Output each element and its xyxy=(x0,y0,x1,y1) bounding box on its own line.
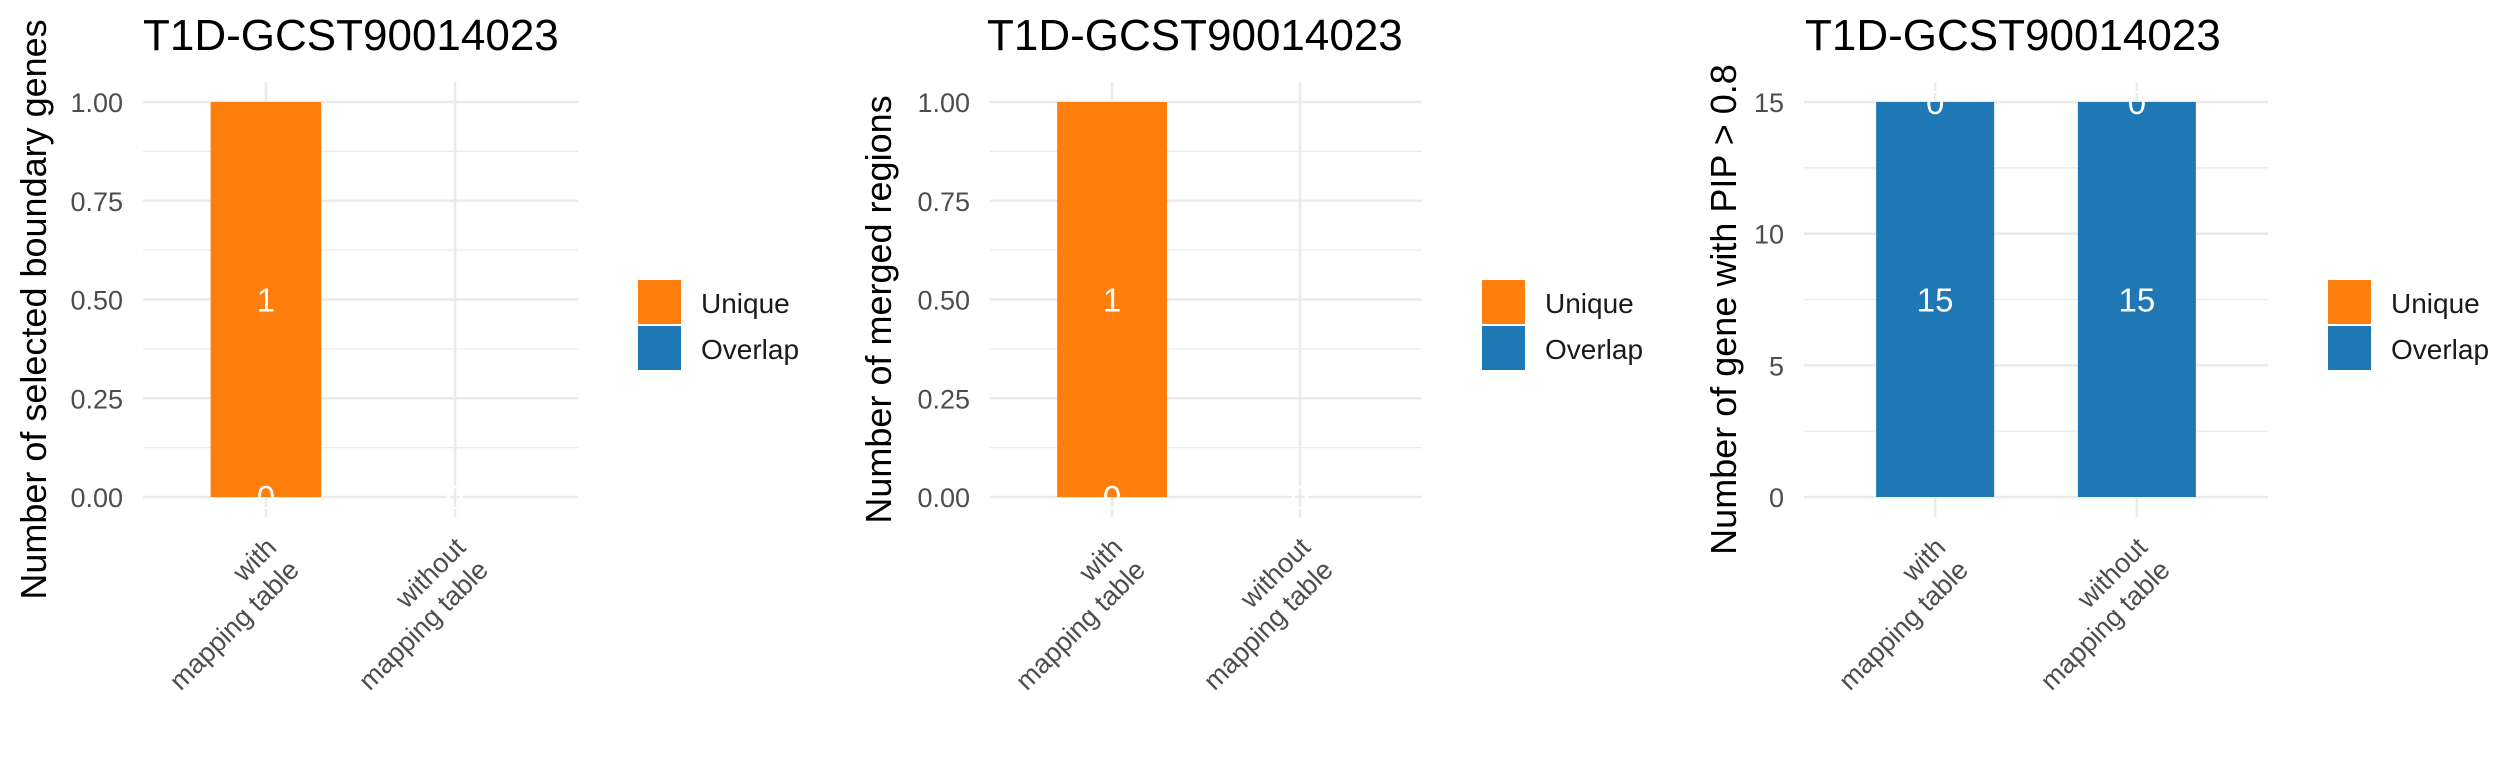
y-tick-label: 1.00 xyxy=(70,88,123,118)
bar-label-overlap-cat2: 15 xyxy=(2119,282,2156,319)
x-tick-label: withoutmapping table xyxy=(1175,532,1339,696)
chart-panel-1: 0.00 0.25 0.50 0.75 1.00 1 0 0 withmapping table… xyxy=(13,11,799,696)
y-axis-ticks: 0.00 0.25 0.50 0.75 1.00 xyxy=(70,88,123,513)
y-axis-label: Number of gene with PIP > 0.8 xyxy=(1703,64,1744,555)
x-axis-ticks: withmapping table withoutmapping table xyxy=(141,532,494,696)
y-tick-label: 0.75 xyxy=(70,187,123,217)
y-tick-label: 0.25 xyxy=(70,384,123,414)
grid xyxy=(143,82,578,517)
x-tick-label-line: mapping table xyxy=(1010,555,1151,696)
x-axis-ticks: withmapping table withoutmapping table xyxy=(987,532,1339,696)
y-tick-label: 0.50 xyxy=(70,286,123,316)
x-tick-label: withoutmapping table xyxy=(330,532,494,696)
legend-label-unique: Unique xyxy=(1545,288,1634,319)
x-tick-label: withoutmapping table xyxy=(2012,532,2176,696)
grid xyxy=(1804,82,2268,517)
grid xyxy=(990,82,1422,517)
x-tick-label-line: mapping table xyxy=(1833,555,1974,696)
legend-swatch-unique xyxy=(638,280,681,324)
bar-unique-cat1 xyxy=(1057,102,1168,497)
legend-label-unique: Unique xyxy=(2391,288,2480,319)
legend-label-overlap: Overlap xyxy=(1545,334,1643,365)
y-axis-label: Number of selected boundary genes xyxy=(13,19,54,599)
y-tick-label: 1.00 xyxy=(917,88,970,118)
y-axis-ticks: 0 5 10 15 xyxy=(1754,88,1784,513)
chart-title: T1D-GCST90014023 xyxy=(987,11,1403,60)
x-tick-label: withmapping table xyxy=(987,532,1151,696)
bars xyxy=(1057,102,1168,497)
y-tick-label: 5 xyxy=(1769,351,1784,381)
bar-label-overlap-cat1: 15 xyxy=(1917,282,1954,319)
bar-label-overlap-cat1: 0 xyxy=(257,479,275,516)
bar-labels: 1 0 0 xyxy=(1103,282,1309,517)
bar-label-unique-cat1: 1 xyxy=(257,282,275,319)
bar-overlap-cat1 xyxy=(1876,102,1995,497)
y-tick-label: 0 xyxy=(1769,483,1784,513)
y-tick-label: 0.00 xyxy=(917,483,970,513)
legend-swatch-overlap xyxy=(2328,326,2371,370)
chart-panel-2: 0.00 0.25 0.50 0.75 1.00 1 0 0 withmapping table… xyxy=(858,11,1643,696)
legend-swatch-unique xyxy=(2328,280,2371,324)
legend-swatch-unique xyxy=(1482,280,1525,324)
legend-label-overlap: Overlap xyxy=(701,334,799,365)
y-tick-label: 0.25 xyxy=(917,384,970,414)
bar-label-overlap-cat2: 0 xyxy=(446,479,464,516)
y-tick-label: 0.75 xyxy=(917,187,970,217)
x-tick-label: withmapping table xyxy=(141,532,305,696)
y-tick-label: 15 xyxy=(1754,88,1784,118)
legend: Unique Overlap xyxy=(1482,280,1643,370)
y-tick-label: 0.00 xyxy=(70,483,123,513)
bar-label-unique-cat1: 1 xyxy=(1103,282,1121,319)
legend: Unique Overlap xyxy=(2328,280,2489,370)
bar-labels: 15 0 15 0 xyxy=(1917,84,2155,319)
bar-labels: 1 0 0 xyxy=(257,282,464,517)
bar-label-unique-cat1: 0 xyxy=(1926,84,1944,121)
bars xyxy=(1876,102,2196,497)
bars xyxy=(210,102,322,497)
legend-label-unique: Unique xyxy=(701,288,790,319)
x-tick-label-line: mapping table xyxy=(164,555,305,696)
legend-label-overlap: Overlap xyxy=(2391,334,2489,365)
bar-label-overlap-cat2: 0 xyxy=(1291,479,1309,516)
y-axis-label: Number of merged regions xyxy=(858,95,899,523)
y-tick-label: 10 xyxy=(1754,220,1784,250)
bar-label-overlap-cat1: 0 xyxy=(1103,479,1121,516)
y-axis-ticks: 0.00 0.25 0.50 0.75 1.00 xyxy=(917,88,970,513)
chart-title: T1D-GCST90014023 xyxy=(1805,11,2221,60)
bar-unique-cat1 xyxy=(210,102,322,497)
legend-swatch-overlap xyxy=(638,326,681,370)
chart-title: T1D-GCST90014023 xyxy=(143,11,559,60)
legend-swatch-overlap xyxy=(1482,326,1525,370)
x-axis-ticks: withmapping table withoutmapping table xyxy=(1810,532,2176,696)
legend: Unique Overlap xyxy=(638,280,799,370)
y-tick-label: 0.50 xyxy=(917,286,970,316)
x-tick-label: withmapping table xyxy=(1810,532,1974,696)
chart-panel-3: 0 5 10 15 15 0 15 0 withmapping table withoutmapp… xyxy=(1703,11,2489,696)
bar-overlap-cat2 xyxy=(2077,102,2196,497)
bar-label-unique-cat2: 0 xyxy=(2128,84,2146,121)
